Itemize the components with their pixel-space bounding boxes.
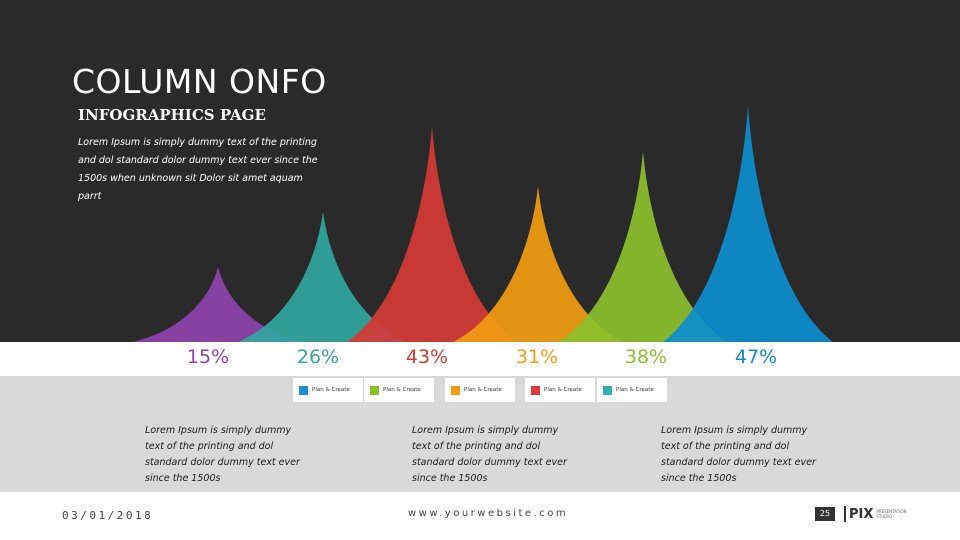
footer-website[interactable]: www.yourwebsite.com [408, 508, 569, 519]
footer [0, 492, 960, 540]
peak-3 [347, 126, 517, 342]
peak-2 [238, 211, 408, 342]
legend-swatch [299, 385, 308, 395]
percent-label-1: 15% [186, 346, 230, 368]
legend-item-2: Plan & Create [364, 378, 434, 402]
legend-item-4: Plan & Create [525, 378, 595, 402]
percent-label-4: 31% [515, 346, 559, 368]
percent-label-3: 43% [405, 346, 449, 368]
intro-text: Lorem Ipsum is simply dummy text of the … [78, 137, 318, 202]
footer-date: 03/01/2018 [62, 509, 154, 522]
legend-label: Plan & Create [383, 387, 421, 393]
column-text-3: Lorem Ipsum is simply dummy text of the … [661, 425, 816, 484]
legend-label: Plan & Create [464, 387, 502, 393]
page-title: COLUMN ONFO [72, 62, 327, 101]
peak-5 [558, 151, 728, 342]
peak-6 [663, 106, 833, 342]
legend-label: Plan & Create [616, 387, 654, 393]
logo-subtext: PRESENTATION STUDIO [876, 509, 907, 519]
page-number: 25 [815, 507, 835, 521]
pix-logo: PIX PRESENTATION STUDIO [844, 506, 907, 522]
legend-item-3: Plan & Create [445, 378, 515, 402]
page-subtitle: INFOGRAPHICS PAGE [78, 106, 266, 124]
percent-label-5: 38% [624, 346, 668, 368]
legend-swatch [451, 385, 460, 395]
legend-item-1: Plan & Create [293, 378, 363, 402]
percent-label-6: 47% [734, 346, 778, 368]
column-text-1: Lorem Ipsum is simply dummy text of the … [145, 425, 300, 484]
legend-swatch [531, 385, 540, 395]
peak-4 [453, 186, 623, 342]
dark-header-panel [0, 0, 960, 342]
peaks-chart [133, 106, 833, 342]
legend-label: Plan & Create [312, 387, 350, 393]
peak-1 [133, 266, 303, 342]
logo-divider [844, 506, 846, 522]
logo-text: PIX [849, 506, 874, 522]
legend-item-5: Plan & Create [597, 378, 667, 402]
percent-band [0, 342, 960, 376]
column-text-2: Lorem Ipsum is simply dummy text of the … [412, 425, 567, 484]
legend-label: Plan & Create [544, 387, 582, 393]
legend-swatch [603, 385, 612, 395]
percent-label-2: 26% [296, 346, 340, 368]
legend-swatch [370, 385, 379, 395]
